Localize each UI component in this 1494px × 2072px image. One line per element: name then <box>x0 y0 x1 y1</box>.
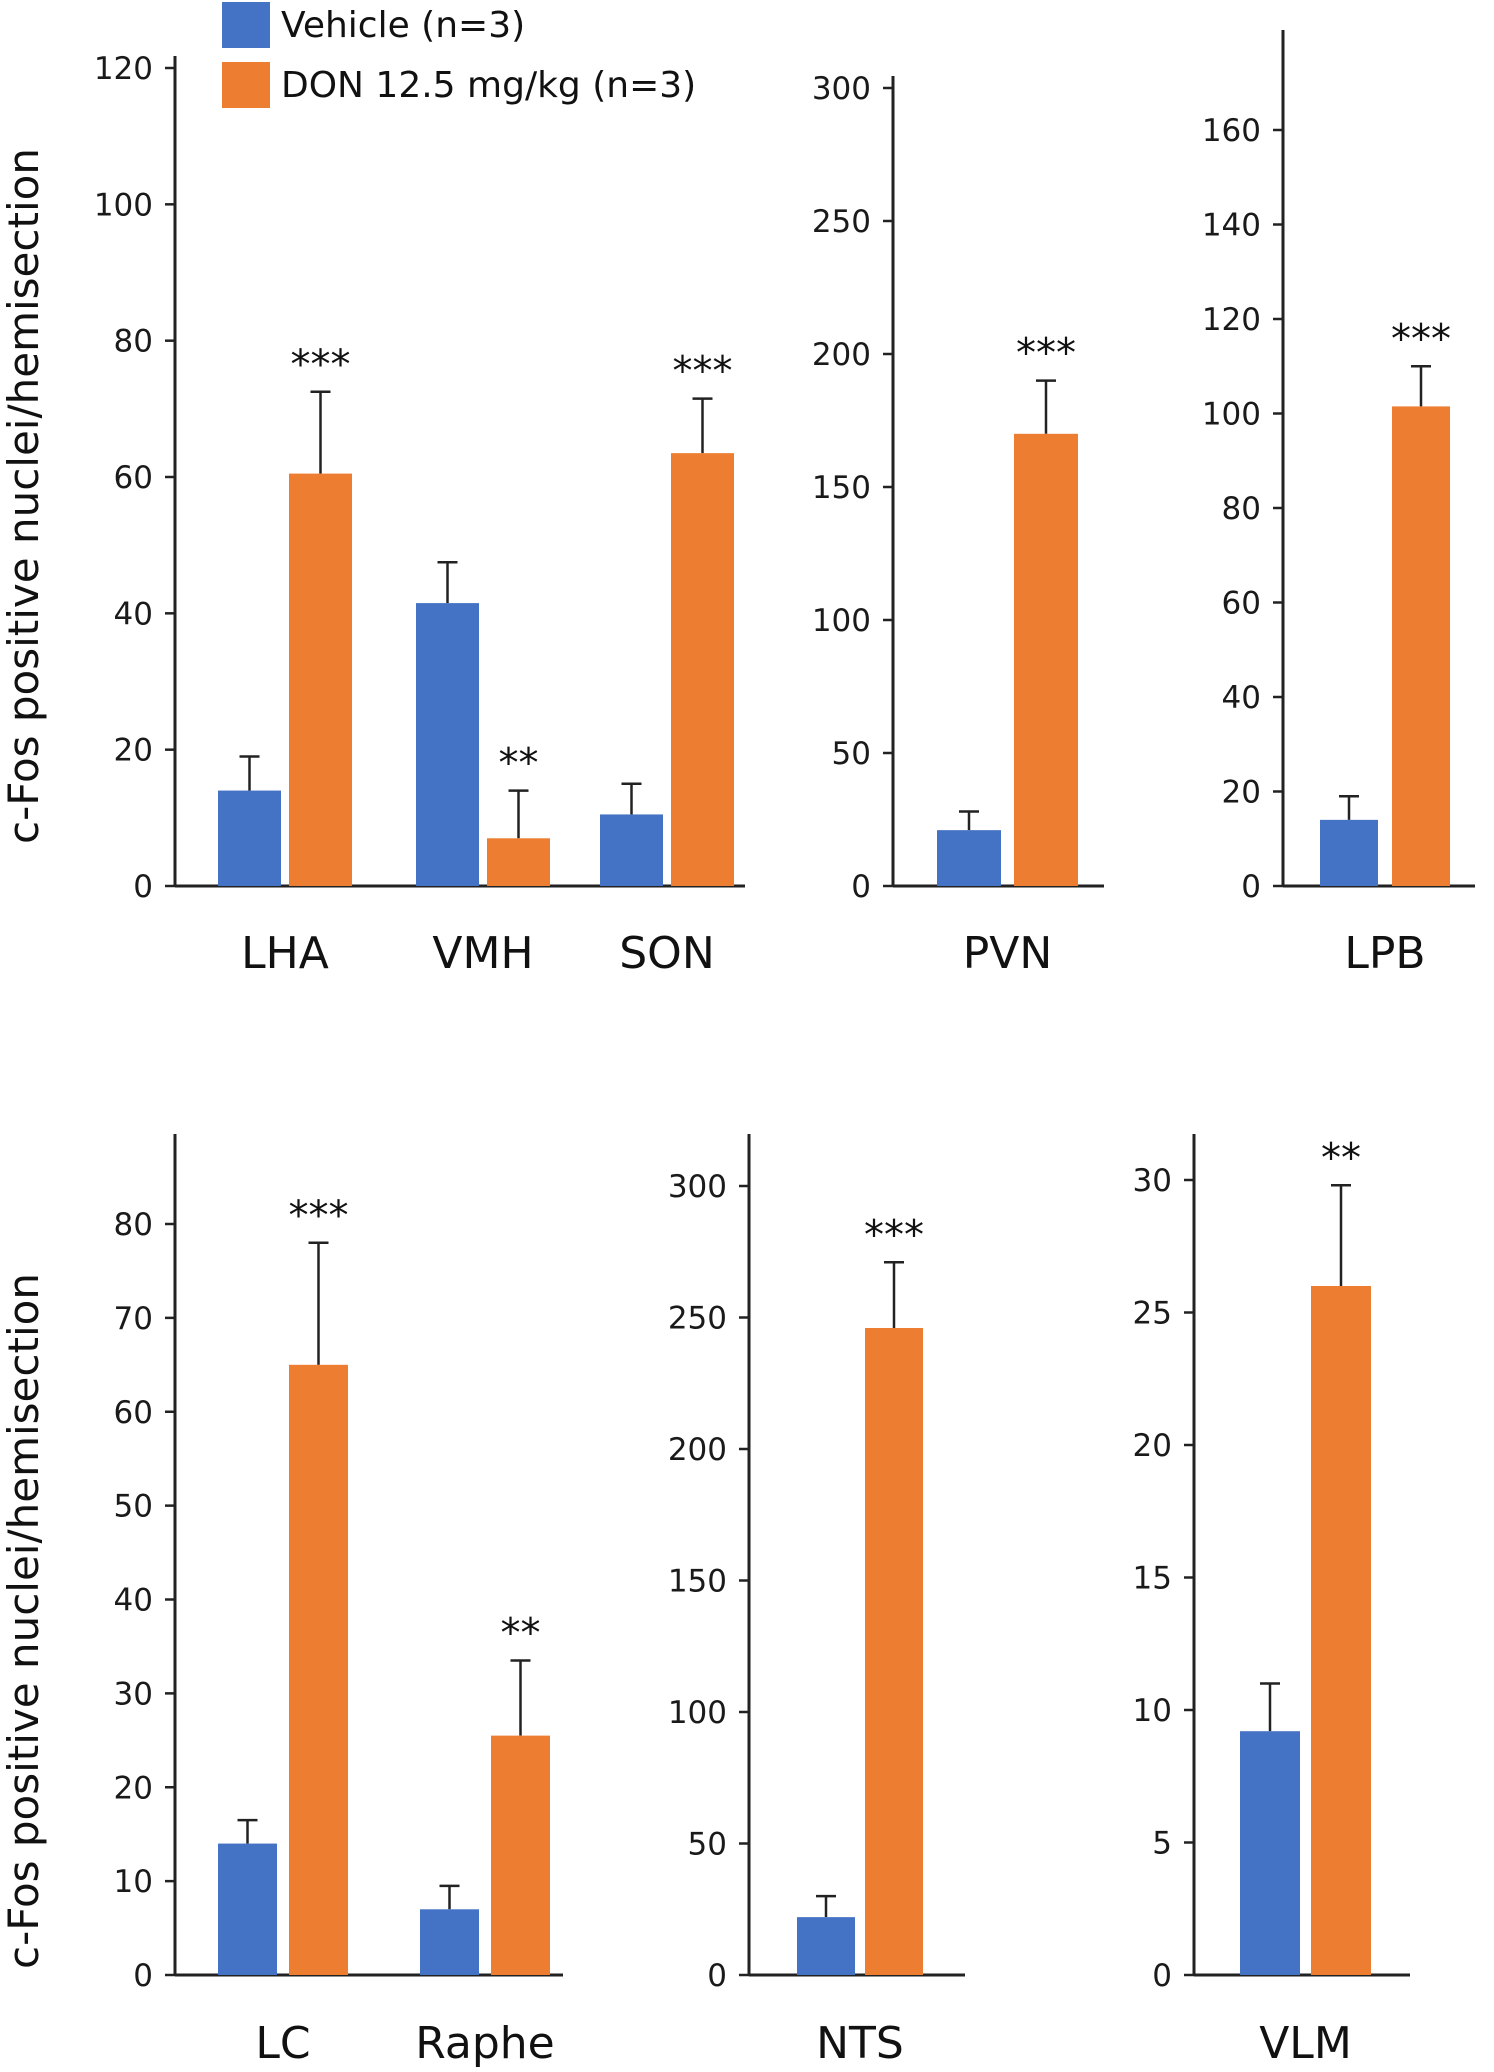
legend-label-vehicle: Vehicle (n=3) <box>281 5 525 46</box>
bar-vehicle-NTS <box>797 1917 855 1975</box>
category-label-NTS: NTS <box>816 2018 904 2069</box>
category-label-LPB: LPB <box>1344 928 1425 979</box>
y-tick-label: 300 <box>668 1169 727 1205</box>
bar-don-LPB <box>1392 406 1450 886</box>
category-label-LC: LC <box>255 2018 310 2069</box>
significance-NTS: *** <box>864 1212 924 1258</box>
y-tick-label: 10 <box>1133 1693 1172 1729</box>
chart-panel-lpb: 0 20 40 60 80 100 120 140 160 *** LPB <box>1202 30 1475 979</box>
bar-vehicle-PVN <box>937 830 1001 886</box>
y-tick-label: 100 <box>812 603 871 639</box>
y-tick-label: 150 <box>668 1564 727 1600</box>
significance-LHA: *** <box>291 342 351 388</box>
y-tick-label: 40 <box>114 1583 153 1619</box>
y-tick-label: 100 <box>94 187 153 223</box>
y-tick-label: 250 <box>668 1301 727 1337</box>
y-tick-label: 60 <box>114 1395 153 1431</box>
y-tick-label: 15 <box>1133 1561 1172 1597</box>
significance-VLM: ** <box>1321 1135 1361 1181</box>
y-tick-label: 50 <box>688 1827 727 1863</box>
category-label-PVN: PVN <box>963 928 1053 979</box>
y-tick-label: 10 <box>114 1864 153 1900</box>
legend: Vehicle (n=3) DON 12.5 mg/kg (n=3) <box>222 2 696 108</box>
significance-PVN: *** <box>1016 331 1076 377</box>
bar-vehicle-VMH <box>416 603 479 886</box>
chart-panel-brainstem: 0 10 20 30 40 50 60 70 80 *** LC ** Raphe <box>114 1134 563 2069</box>
chart-panel-pvn: 0 50 100 150 200 250 300 *** PVN <box>812 71 1104 979</box>
y-tick-label: 20 <box>114 733 153 769</box>
bar-vehicle-VLM <box>1240 1731 1300 1975</box>
y-tick-label: 20 <box>1133 1428 1172 1464</box>
y-tick-label: 0 <box>1241 869 1261 905</box>
bar-vehicle-LPB <box>1320 819 1378 886</box>
category-label-VMH: VMH <box>432 928 533 979</box>
y-tick-label: 20 <box>1222 775 1261 811</box>
y-tick-label: 100 <box>668 1695 727 1731</box>
y-tick-label: 200 <box>668 1432 727 1468</box>
chart-panel-vlm: 0 5 10 15 20 25 30 ** VLM <box>1133 1134 1410 2069</box>
y-tick-label: 80 <box>114 1207 153 1243</box>
significance-VMH: ** <box>499 741 539 787</box>
bar-vehicle-LC <box>218 1843 277 1975</box>
bar-don-PVN <box>1014 433 1078 886</box>
y-tick-label: 300 <box>812 71 871 107</box>
bar-don-Raphe <box>491 1735 550 1975</box>
bar-don-VLM <box>1311 1286 1371 1975</box>
y-tick-label: 40 <box>114 596 153 632</box>
y-tick-label: 120 <box>1202 302 1261 338</box>
bar-don-VMH <box>487 838 550 886</box>
y-tick-label: 200 <box>812 337 871 373</box>
bar-don-LC <box>289 1364 348 1975</box>
bar-vehicle-Raphe <box>420 1909 479 1975</box>
y-tick-label: 0 <box>707 1958 727 1994</box>
category-label-SON: SON <box>619 928 714 979</box>
bar-don-SON <box>671 453 734 886</box>
bar-vehicle-SON <box>600 814 663 886</box>
y-tick-label: 60 <box>114 460 153 496</box>
y-axis-title-top: c-Fos positive nuclei/hemisection <box>0 148 48 844</box>
y-tick-label: 30 <box>1133 1163 1172 1199</box>
y-tick-label: 20 <box>114 1770 153 1806</box>
y-tick-label: 160 <box>1202 113 1261 149</box>
bar-vehicle-LHA <box>218 790 281 886</box>
y-tick-label: 30 <box>114 1676 153 1712</box>
y-tick-label: 250 <box>812 204 871 240</box>
significance-Raphe: ** <box>501 1611 541 1657</box>
y-tick-label: 50 <box>114 1489 153 1525</box>
legend-swatch-don <box>222 62 270 108</box>
y-tick-label: 60 <box>1222 586 1261 622</box>
bar-don-LHA <box>289 473 352 886</box>
y-tick-label: 80 <box>114 324 153 360</box>
y-tick-label: 0 <box>851 869 871 905</box>
y-tick-label: 150 <box>812 470 871 506</box>
bar-don-NTS <box>865 1328 923 1975</box>
significance-LC: *** <box>289 1193 349 1239</box>
category-label-Raphe: Raphe <box>415 2018 554 2069</box>
category-label-LHA: LHA <box>241 928 329 979</box>
y-tick-label: 80 <box>1222 491 1261 527</box>
legend-label-don: DON 12.5 mg/kg (n=3) <box>281 65 696 106</box>
y-tick-label: 0 <box>133 1958 153 1994</box>
chart-panel-hypothalamus: 0 20 40 60 80 100 120 *** LHA ** VMH *** SON <box>94 51 745 979</box>
y-tick-label: 40 <box>1222 680 1261 716</box>
y-tick-label: 50 <box>832 736 871 772</box>
significance-LPB: *** <box>1391 316 1451 362</box>
category-label-VLM: VLM <box>1259 2018 1352 2069</box>
y-tick-label: 100 <box>1202 397 1261 433</box>
y-tick-label: 0 <box>1152 1958 1172 1994</box>
y-tick-label: 25 <box>1133 1296 1172 1332</box>
significance-SON: *** <box>673 349 733 395</box>
y-tick-label: 0 <box>133 869 153 905</box>
y-tick-label: 5 <box>1152 1826 1172 1862</box>
y-tick-label: 120 <box>94 51 153 87</box>
chart-panel-nts: 0 50 100 150 200 250 300 *** NTS <box>668 1134 965 2069</box>
y-tick-label: 140 <box>1202 208 1261 244</box>
y-tick-label: 70 <box>114 1301 153 1337</box>
y-axis-title-bottom: c-Fos positive nuclei/hemisection <box>0 1273 48 1969</box>
legend-swatch-vehicle <box>222 2 270 48</box>
